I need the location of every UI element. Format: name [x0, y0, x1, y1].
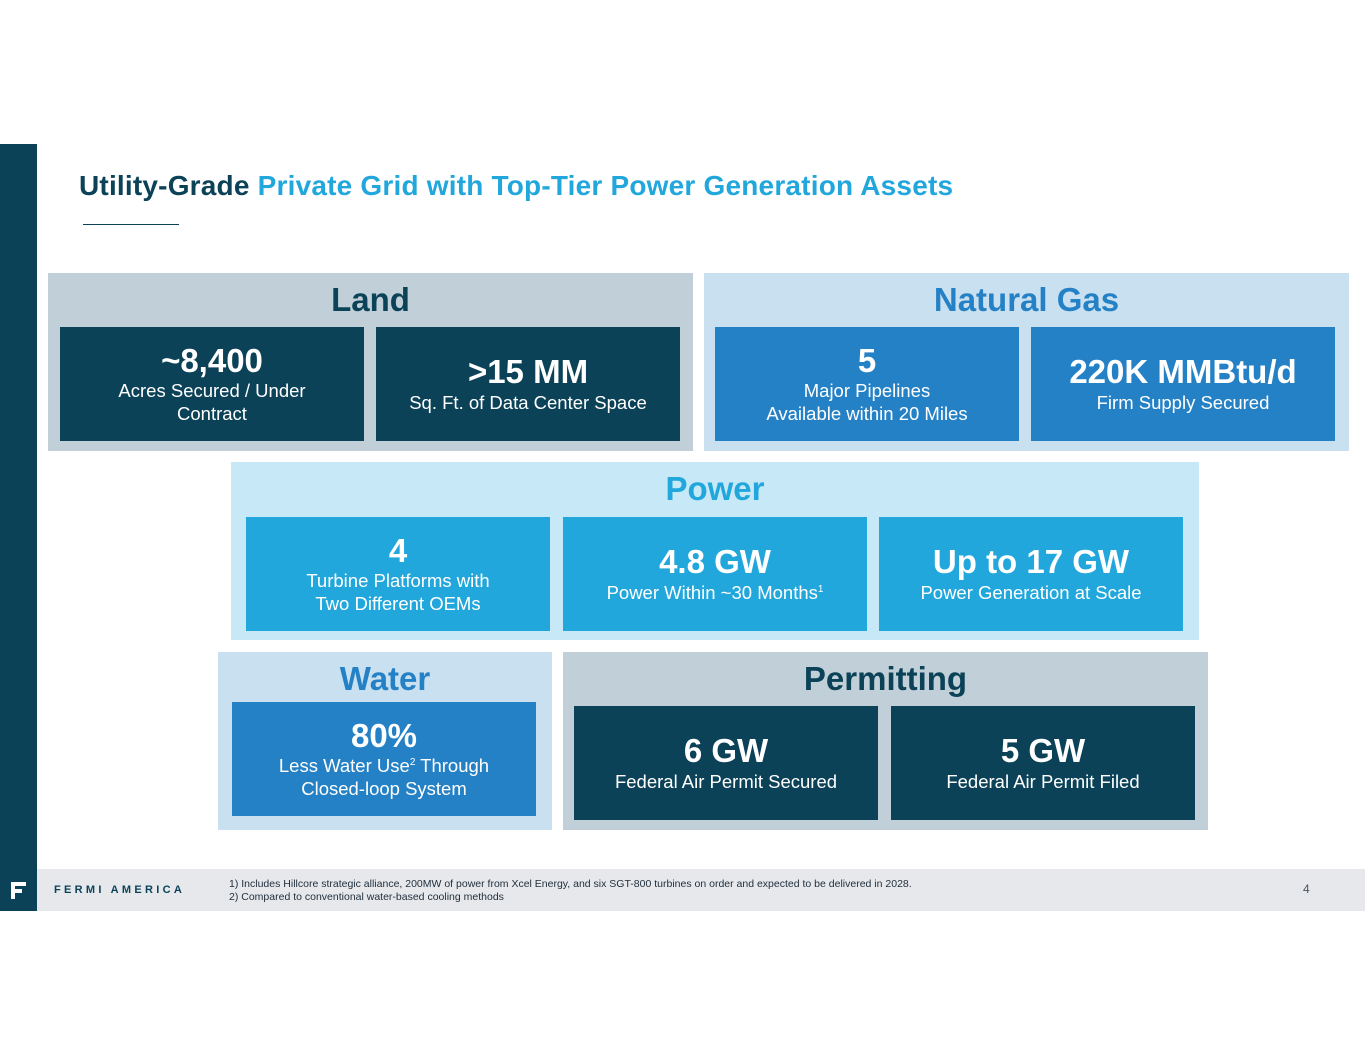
gas-supply-card: 220K MMBtu/d Firm Supply Secured	[1031, 327, 1335, 441]
power-scale-line1: Power Generation at Scale	[920, 581, 1142, 603]
land-section: Land ~8,400 Acres Secured / Under Contra…	[48, 273, 693, 451]
footer-bar: FERMI AMERICA 1) Includes Hillcore strat…	[0, 869, 1365, 911]
water-line2: Closed-loop System	[301, 778, 467, 800]
footnote-2: 2) Compared to conventional water-based …	[229, 891, 504, 903]
title-underline	[83, 224, 179, 225]
power-turbines-value: 4	[388, 531, 408, 569]
footnotes: 1) Includes Hillcore strategic alliance,…	[229, 878, 912, 904]
water-line1-b: Through	[415, 755, 490, 777]
power-gw-value: 4.8 GW	[659, 543, 771, 581]
permitting-section: Permitting 6 GW Federal Air Permit Secur…	[563, 652, 1208, 830]
fermi-logo-icon	[0, 869, 37, 911]
footnote-2-marker: 2	[409, 756, 416, 768]
permit-filed-line1: Federal Air Permit Filed	[946, 770, 1140, 792]
gas-pipelines-value: 5	[857, 341, 877, 379]
land-sqft-line1: Sq. Ft. of Data Center Space	[409, 391, 647, 413]
brand-wordmark: FERMI AMERICA	[54, 884, 186, 896]
permit-filed-value: 5 GW	[1000, 732, 1086, 770]
power-gw-card: 4.8 GW Power Within ~30 Months1	[563, 517, 867, 631]
power-section: Power 4 Turbine Platforms with Two Diffe…	[231, 462, 1199, 640]
water-line1-a: Less Water Use	[278, 755, 410, 777]
water-heading: Water	[339, 660, 431, 697]
power-turbines-card: 4 Turbine Platforms with Two Different O…	[246, 517, 550, 631]
land-acres-value: ~8,400	[161, 341, 263, 379]
natural-gas-section: Natural Gas 5 Major Pipelines Available …	[704, 273, 1349, 451]
natural-gas-heading: Natural Gas	[933, 281, 1120, 318]
power-gw-line: Power Within ~30 Months1	[607, 581, 824, 604]
gas-pipelines-line2: Available within 20 Miles	[766, 403, 968, 425]
title-light-part: Private Grid with Top-Tier Power Generat…	[257, 170, 954, 201]
footnote-1: 1) Includes Hillcore strategic alliance,…	[229, 878, 912, 890]
permit-secured-card: 6 GW Federal Air Permit Secured	[574, 706, 878, 820]
water-section: Water 80% Less Water Use2 Through Closed…	[218, 652, 552, 830]
permit-secured-value: 6 GW	[683, 732, 769, 770]
page-number: 4	[1303, 882, 1310, 896]
land-acres-card: ~8,400 Acres Secured / Under Contract	[60, 327, 364, 441]
title-dark-part: Utility-Grade	[79, 170, 250, 201]
land-acres-line2: Contract	[177, 403, 247, 425]
power-turbines-line1: Turbine Platforms with	[306, 570, 490, 592]
gas-pipelines-card: 5 Major Pipelines Available within 20 Mi…	[715, 327, 1019, 441]
permit-filed-card: 5 GW Federal Air Permit Filed	[891, 706, 1195, 820]
power-scale-value: Up to 17 GW	[932, 543, 1130, 581]
water-card: 80% Less Water Use2 Through Closed-loop …	[232, 702, 536, 816]
gas-pipelines-line1: Major Pipelines	[803, 380, 931, 402]
footnote-1-marker: 1	[817, 583, 824, 595]
power-scale-card: Up to 17 GW Power Generation at Scale	[879, 517, 1183, 631]
water-line1: Less Water Use2 Through	[279, 754, 489, 777]
land-sqft-card: >15 MM Sq. Ft. of Data Center Space	[376, 327, 680, 441]
permitting-heading: Permitting	[803, 660, 968, 697]
power-gw-line1: Power Within ~30 Months	[606, 581, 818, 603]
water-value: 80%	[350, 716, 418, 754]
gas-supply-value: 220K MMBtu/d	[1069, 353, 1297, 391]
page-title: Utility-Grade Private Grid with Top-Tier…	[79, 170, 953, 202]
land-sqft-value: >15 MM	[467, 353, 589, 391]
gas-supply-line1: Firm Supply Secured	[1096, 391, 1270, 413]
land-heading: Land	[331, 281, 410, 318]
power-turbines-line2: Two Different OEMs	[315, 593, 481, 615]
left-accent-bar	[0, 144, 37, 869]
land-acres-line1: Acres Secured / Under	[118, 380, 306, 402]
permit-secured-line1: Federal Air Permit Secured	[614, 770, 838, 792]
power-heading: Power	[665, 470, 765, 507]
